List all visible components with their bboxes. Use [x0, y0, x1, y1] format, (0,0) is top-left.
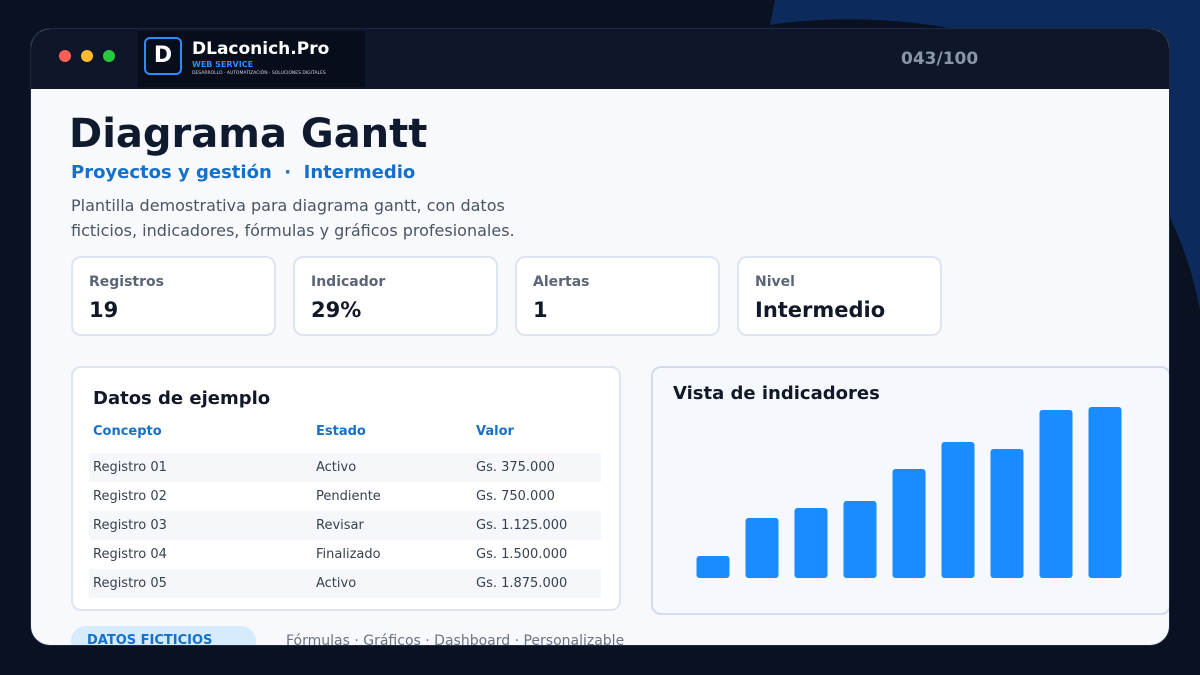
logo: D DLaconich.Pro WEB SERVICE DESARROLLO ·… — [138, 31, 365, 87]
row-stripe — [89, 569, 601, 598]
cell: Registro 05 — [93, 576, 167, 591]
table-title: Datos de ejemplo — [93, 388, 271, 409]
description: Plantilla demostrativa para diagrama gan… — [71, 196, 515, 240]
bar — [1088, 407, 1122, 578]
row-stripe — [89, 511, 601, 540]
bar — [745, 518, 779, 578]
cell: Registro 01 — [93, 460, 167, 475]
kpi-label: Indicador — [311, 274, 386, 290]
cell: Registro 03 — [93, 518, 167, 533]
bar — [696, 556, 730, 578]
cell: Pendiente — [316, 489, 381, 504]
cell: Registro 02 — [93, 489, 167, 504]
kpi-card: Alertas 1 — [515, 256, 720, 336]
kpi-label: Alertas — [533, 274, 590, 290]
logo-icon: D — [144, 37, 182, 75]
kpi-label: Registros — [89, 274, 164, 290]
column-header: Concepto — [93, 424, 162, 439]
brand-tag: WEB SERVICE — [192, 60, 254, 69]
kpi-value: 1 — [533, 298, 548, 322]
bar — [990, 449, 1024, 578]
kpi-label: Nivel — [755, 274, 795, 290]
chart-title: Vista de indicadores — [673, 383, 880, 404]
brand-sub: DESARROLLO · AUTOMATIZACIÓN · SOLUCIONES… — [192, 71, 326, 76]
bar — [892, 469, 926, 578]
title-bar: D DLaconich.Pro WEB SERVICE DESARROLLO ·… — [31, 29, 1169, 89]
badge: DATOS FICTICIOS — [71, 626, 256, 646]
subtitle: Proyectos y gestión · Intermedio — [71, 162, 416, 183]
cell: Activo — [316, 576, 357, 591]
kpi-card: Registros 19 — [71, 256, 276, 336]
kpi-value: 19 — [89, 298, 119, 322]
bar — [1039, 410, 1073, 578]
min-dot[interactable] — [81, 50, 93, 62]
counter: 043/100 — [901, 49, 979, 69]
kpi-card: Nivel Intermedio — [737, 256, 942, 336]
close-dot[interactable] — [59, 50, 71, 62]
badge-text: DATOS FICTICIOS — [87, 633, 213, 646]
table-card: Datos de ejemplo Concepto Estado Valor Regi… — [71, 366, 621, 611]
bar — [794, 508, 828, 578]
kpi-value: 29% — [311, 298, 362, 322]
cell: Gs. 1.125.000 — [476, 518, 568, 533]
footer-tags: Fórmulas · Gráficos · Dashboard · Person… — [286, 633, 625, 646]
cell: Revisar — [316, 518, 364, 533]
bar — [941, 442, 975, 578]
row-stripe — [89, 453, 601, 482]
cell: Gs. 750.000 — [476, 489, 555, 504]
kpi-value: Intermedio — [755, 298, 886, 322]
cell: Activo — [316, 460, 357, 475]
chart-card: Vista de indicadores — [651, 366, 1169, 615]
max-dot[interactable] — [103, 50, 115, 62]
kpi-card: Indicador 29% — [293, 256, 498, 336]
brand: DLaconich.Pro — [192, 39, 330, 59]
cell: Gs. 1.875.000 — [476, 576, 568, 591]
bar — [843, 501, 877, 578]
cell: Gs. 375.000 — [476, 460, 555, 475]
column-header: Valor — [476, 424, 514, 439]
chart: Vista de indicadores — [673, 383, 1122, 578]
cell: Gs. 1.500.000 — [476, 547, 568, 562]
column-header: Estado — [316, 424, 366, 439]
window: D DLaconich.Pro WEB SERVICE DESARROLLO ·… — [30, 28, 1170, 646]
title: Diagrama Gantt — [69, 111, 428, 157]
cell: Registro 04 — [93, 547, 167, 562]
cell: Finalizado — [316, 547, 381, 562]
